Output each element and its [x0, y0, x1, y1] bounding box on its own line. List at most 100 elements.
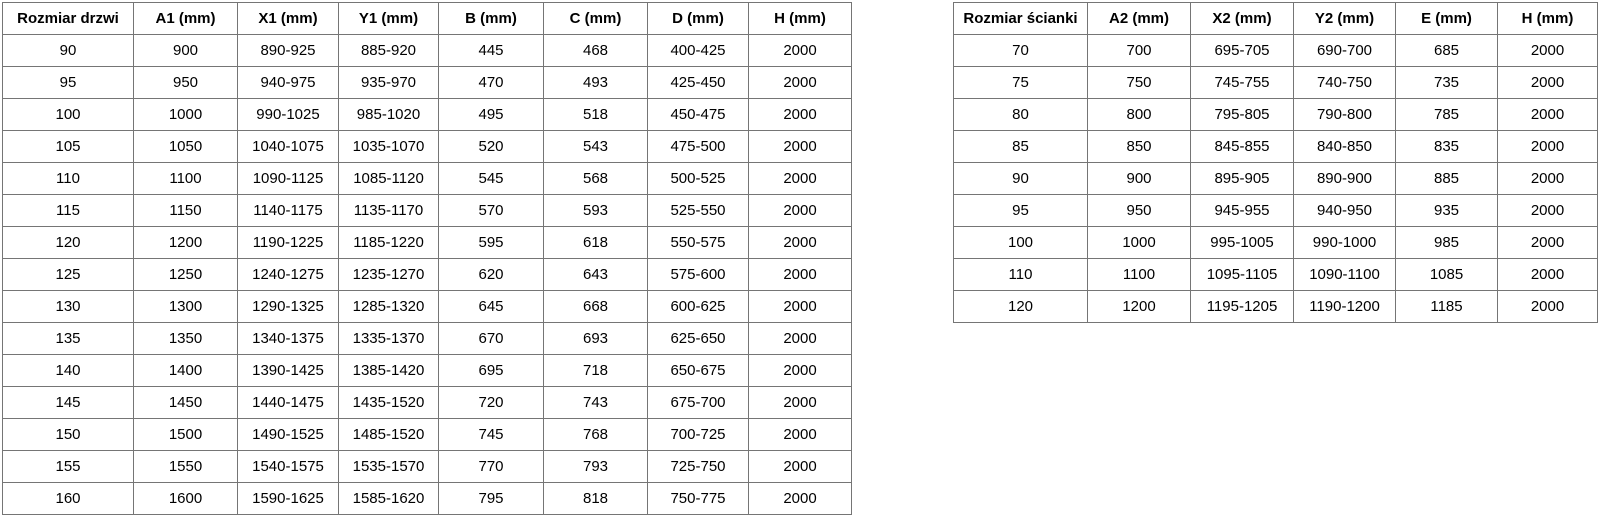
table-cell: 595: [438, 226, 544, 259]
column-header: E (mm): [1395, 2, 1498, 35]
table-cell: 693: [543, 322, 648, 355]
table-cell: 2000: [748, 418, 852, 451]
table-cell: 1550: [133, 450, 238, 483]
table-cell: 2000: [748, 194, 852, 227]
table-cell: 2000: [748, 322, 852, 355]
table-cell: 525-550: [647, 194, 749, 227]
table-cell: 1135-1170: [338, 194, 439, 227]
table-cell: 495: [438, 98, 544, 131]
table-cell: 750: [1087, 66, 1191, 99]
table-cell: 950: [133, 66, 238, 99]
table-cell: 1200: [133, 226, 238, 259]
table-cell: 1185-1220: [338, 226, 439, 259]
table-cell: 450-475: [647, 98, 749, 131]
table-cell: 90: [953, 162, 1088, 195]
table-cell: 2000: [748, 354, 852, 387]
table-cell: 695: [438, 354, 544, 387]
table-cell: 1150: [133, 194, 238, 227]
table-cell: 470: [438, 66, 544, 99]
table-cell: 500-525: [647, 162, 749, 195]
table-cell: 700-725: [647, 418, 749, 451]
table-cell: 743: [543, 386, 648, 419]
table-cell: 768: [543, 418, 648, 451]
table-cell: 2000: [748, 386, 852, 419]
table-row: 75 750 745-755 740-750 735 2000: [953, 66, 1598, 99]
column-header: Y1 (mm): [338, 2, 439, 35]
table-cell: 1100: [133, 162, 238, 195]
table-cell: 643: [543, 258, 648, 291]
table-cell: 130: [2, 290, 134, 323]
table-cell: 850: [1087, 130, 1191, 163]
table-row: 150 1500 1490-1525 1485-1520 745 768 700-725 20…: [2, 418, 852, 451]
table-cell: 425-450: [647, 66, 749, 99]
table-cell: 1090-1100: [1293, 258, 1396, 291]
table-cell: 1400: [133, 354, 238, 387]
table-cell: 2000: [1497, 130, 1598, 163]
table-cell: 520: [438, 130, 544, 163]
table-cell: 1200: [1087, 290, 1191, 323]
table-cell: 625-650: [647, 322, 749, 355]
door-table-header-row: Rozmiar drzwi A1 (mm) X1 (mm) Y1 (mm) B (mm)…: [2, 2, 852, 35]
table-cell: 2000: [748, 258, 852, 291]
table-cell: 745-755: [1190, 66, 1294, 99]
table-cell: 1050: [133, 130, 238, 163]
table-cell: 700: [1087, 34, 1191, 67]
table-row: 90 900 890-925 885-920 445 468 400-425 2000: [2, 34, 852, 67]
table-cell: 568: [543, 162, 648, 195]
table-row: 110 1100 1090-1125 1085-1120 545 568 500-525 20…: [2, 162, 852, 195]
table-cell: 1085: [1395, 258, 1498, 291]
table-cell: 725-750: [647, 450, 749, 483]
table-row: 95 950 940-975 935-970 470 493 425-450 2000: [2, 66, 852, 99]
table-cell: 2000: [748, 162, 852, 195]
table-cell: 518: [543, 98, 648, 131]
table-cell: 885: [1395, 162, 1498, 195]
column-header: H (mm): [748, 2, 852, 35]
table-cell: 793: [543, 450, 648, 483]
table-cell: 1000: [1087, 226, 1191, 259]
table-cell: 735: [1395, 66, 1498, 99]
table-cell: 2000: [748, 98, 852, 131]
table-cell: 2000: [748, 226, 852, 259]
column-header: D (mm): [647, 2, 749, 35]
table-cell: 990-1000: [1293, 226, 1396, 259]
table-cell: 2000: [748, 34, 852, 67]
table-cell: 1600: [133, 482, 238, 515]
table-cell: 745: [438, 418, 544, 451]
table-row: 100 1000 995-1005 990-1000 985 2000: [953, 226, 1598, 259]
table-cell: 1440-1475: [237, 386, 339, 419]
table-cell: 885-920: [338, 34, 439, 67]
table-cell: 1340-1375: [237, 322, 339, 355]
table-cell: 2000: [1497, 194, 1598, 227]
table-cell: 468: [543, 34, 648, 67]
table-cell: 1540-1575: [237, 450, 339, 483]
column-header: H (mm): [1497, 2, 1598, 35]
column-header: Y2 (mm): [1293, 2, 1396, 35]
table-cell: 400-425: [647, 34, 749, 67]
table-cell: 80: [953, 98, 1088, 131]
table-cell: 493: [543, 66, 648, 99]
table-cell: 1300: [133, 290, 238, 323]
table-cell: 900: [133, 34, 238, 67]
table-cell: 600-625: [647, 290, 749, 323]
table-cell: 1100: [1087, 258, 1191, 291]
table-cell: 475-500: [647, 130, 749, 163]
column-header: X1 (mm): [237, 2, 339, 35]
table-cell: 543: [543, 130, 648, 163]
table-cell: 1535-1570: [338, 450, 439, 483]
table-cell: 2000: [748, 290, 852, 323]
table-cell: 2000: [1497, 98, 1598, 131]
table-cell: 890-925: [237, 34, 339, 67]
table-cell: 645: [438, 290, 544, 323]
table-cell: 1485-1520: [338, 418, 439, 451]
table-cell: 840-850: [1293, 130, 1396, 163]
table-cell: 985: [1395, 226, 1498, 259]
wall-size-table: Rozmiar ścianki A2 (mm) X2 (mm) Y2 (mm) E (m…: [953, 2, 1598, 323]
column-header: Rozmiar drzwi: [2, 2, 134, 35]
table-cell: 155: [2, 450, 134, 483]
table-cell: 620: [438, 258, 544, 291]
table-row: 145 1450 1440-1475 1435-1520 720 743 675-700 20…: [2, 386, 852, 419]
table-row: 115 1150 1140-1175 1135-1170 570 593 525-550 20…: [2, 194, 852, 227]
table-cell: 570: [438, 194, 544, 227]
table-cell: 740-750: [1293, 66, 1396, 99]
table-cell: 845-855: [1190, 130, 1294, 163]
